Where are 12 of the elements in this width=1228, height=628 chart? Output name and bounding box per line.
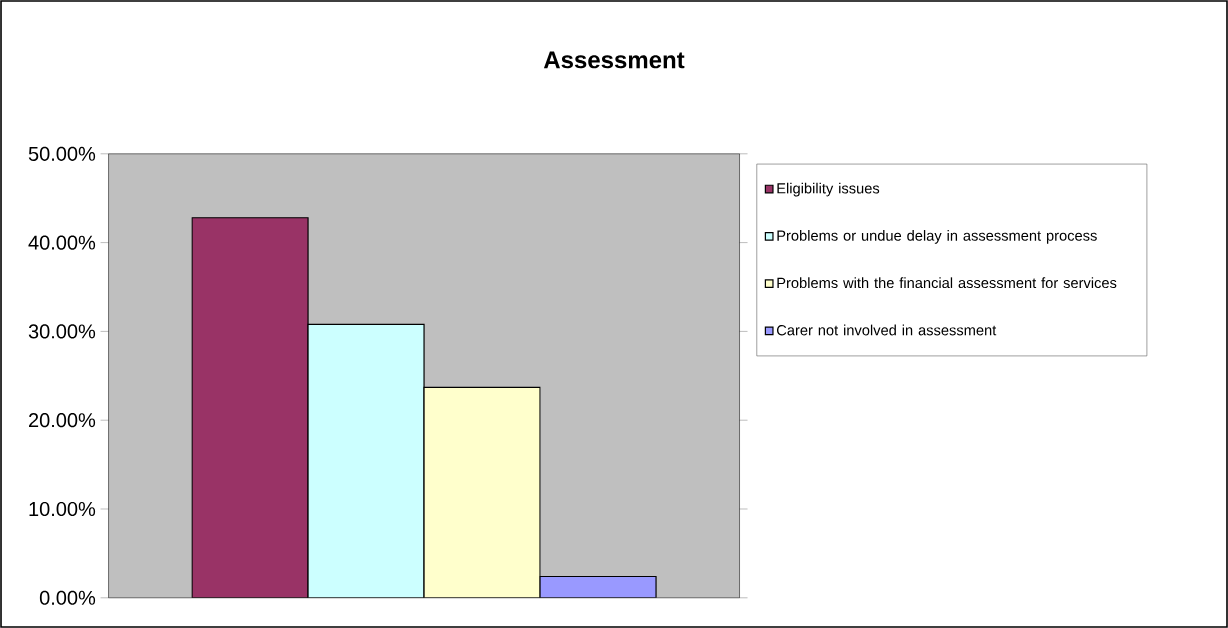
y-tick-label: 20.00% bbox=[29, 413, 96, 428]
bar bbox=[539, 575, 657, 598]
legend-label: Problems or undue delay in assessment process bbox=[777, 230, 1097, 244]
y-tick-label: 30.00% bbox=[28, 324, 96, 339]
y-tick-label: 0.00% bbox=[39, 590, 96, 605]
legend-label: Eligibility issues bbox=[777, 182, 880, 197]
legend-label: Problems with the financial assessment for services bbox=[777, 277, 1117, 289]
legend-label: Carer not involved in assessment bbox=[776, 324, 997, 336]
y-tick-label: 10.00% bbox=[29, 501, 96, 517]
y-tick-label: 50.00% bbox=[28, 146, 96, 161]
chart-title: Assessment bbox=[543, 51, 685, 69]
y-tick-label: 40.00% bbox=[28, 235, 96, 250]
